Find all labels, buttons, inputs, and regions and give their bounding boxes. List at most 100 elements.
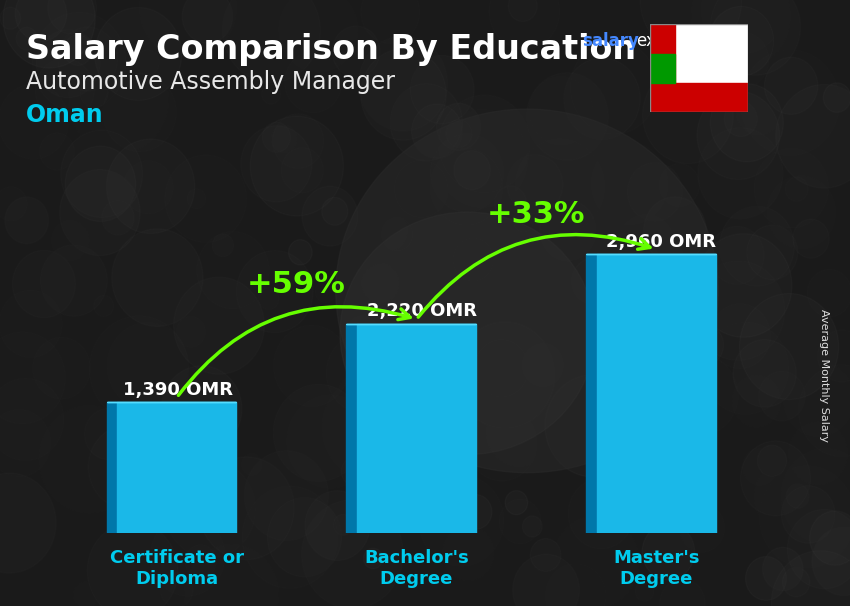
Ellipse shape	[695, 234, 792, 337]
Ellipse shape	[40, 133, 75, 170]
Ellipse shape	[198, 457, 294, 560]
Ellipse shape	[182, 0, 233, 43]
Ellipse shape	[437, 103, 480, 150]
Ellipse shape	[68, 46, 169, 154]
Ellipse shape	[359, 404, 404, 452]
Ellipse shape	[676, 451, 711, 489]
Ellipse shape	[382, 218, 413, 251]
Ellipse shape	[88, 425, 167, 509]
Ellipse shape	[0, 7, 20, 29]
Ellipse shape	[697, 92, 779, 179]
Ellipse shape	[508, 0, 537, 21]
Ellipse shape	[513, 554, 580, 606]
Ellipse shape	[61, 130, 143, 218]
Ellipse shape	[691, 0, 790, 69]
Ellipse shape	[337, 370, 386, 422]
Ellipse shape	[196, 231, 269, 309]
Text: Average Monthly Salary: Average Monthly Salary	[819, 309, 829, 442]
Polygon shape	[347, 324, 357, 533]
Ellipse shape	[752, 361, 770, 380]
Ellipse shape	[262, 84, 280, 104]
Ellipse shape	[268, 498, 342, 577]
Ellipse shape	[336, 109, 718, 473]
Ellipse shape	[107, 322, 189, 410]
Text: 2,960 OMR: 2,960 OMR	[606, 233, 717, 251]
Ellipse shape	[818, 330, 850, 382]
Ellipse shape	[576, 31, 637, 96]
Bar	[650, 82, 748, 112]
Ellipse shape	[643, 67, 734, 164]
Ellipse shape	[65, 146, 136, 221]
Ellipse shape	[824, 83, 850, 112]
Ellipse shape	[103, 73, 177, 152]
Text: 2,220 OMR: 2,220 OMR	[366, 302, 477, 321]
Ellipse shape	[740, 293, 839, 399]
Ellipse shape	[15, 0, 67, 41]
Ellipse shape	[41, 245, 107, 316]
Ellipse shape	[720, 206, 794, 286]
Ellipse shape	[745, 556, 786, 601]
Ellipse shape	[545, 375, 641, 477]
Ellipse shape	[523, 516, 542, 537]
Ellipse shape	[552, 516, 639, 606]
Text: Oman: Oman	[26, 103, 103, 127]
Ellipse shape	[505, 491, 528, 514]
Ellipse shape	[754, 462, 819, 531]
Ellipse shape	[473, 301, 570, 404]
Ellipse shape	[347, 316, 377, 349]
Ellipse shape	[302, 500, 403, 606]
Ellipse shape	[711, 84, 784, 162]
Ellipse shape	[453, 238, 494, 281]
Ellipse shape	[643, 197, 706, 264]
Ellipse shape	[772, 551, 850, 606]
Ellipse shape	[162, 366, 242, 452]
Ellipse shape	[133, 553, 190, 606]
Ellipse shape	[84, 408, 133, 459]
Bar	[597, 255, 716, 533]
Ellipse shape	[353, 381, 434, 467]
Ellipse shape	[332, 26, 380, 77]
Ellipse shape	[533, 384, 594, 450]
Ellipse shape	[642, 524, 694, 580]
Ellipse shape	[648, 476, 666, 495]
Ellipse shape	[322, 375, 420, 480]
Ellipse shape	[60, 170, 140, 256]
Text: salary: salary	[582, 32, 639, 50]
Ellipse shape	[711, 0, 801, 75]
Text: +59%: +59%	[247, 270, 346, 299]
Ellipse shape	[530, 539, 561, 571]
Polygon shape	[107, 402, 117, 533]
Ellipse shape	[460, 494, 492, 529]
Ellipse shape	[242, 486, 337, 588]
Ellipse shape	[34, 228, 81, 278]
Text: +33%: +33%	[487, 200, 586, 229]
Ellipse shape	[733, 339, 796, 407]
Ellipse shape	[3, 0, 95, 68]
Ellipse shape	[692, 261, 785, 361]
Ellipse shape	[685, 324, 723, 365]
Text: explorer.com: explorer.com	[636, 32, 744, 50]
Ellipse shape	[5, 197, 48, 244]
Ellipse shape	[640, 0, 742, 55]
Ellipse shape	[357, 262, 416, 325]
Ellipse shape	[123, 161, 173, 214]
Ellipse shape	[783, 361, 850, 437]
Ellipse shape	[411, 104, 462, 158]
Ellipse shape	[594, 461, 686, 559]
Ellipse shape	[724, 101, 757, 136]
Ellipse shape	[446, 119, 472, 147]
Bar	[650, 24, 675, 112]
Ellipse shape	[13, 250, 76, 318]
Ellipse shape	[781, 486, 835, 543]
Bar	[117, 402, 236, 533]
Ellipse shape	[333, 514, 353, 535]
Ellipse shape	[340, 212, 595, 454]
Ellipse shape	[368, 455, 416, 507]
Ellipse shape	[0, 332, 65, 424]
Ellipse shape	[679, 504, 725, 552]
Ellipse shape	[634, 239, 687, 296]
Ellipse shape	[664, 355, 739, 435]
Ellipse shape	[808, 269, 850, 317]
Text: Salary Comparison By Education: Salary Comparison By Education	[26, 33, 636, 66]
Ellipse shape	[456, 322, 555, 428]
